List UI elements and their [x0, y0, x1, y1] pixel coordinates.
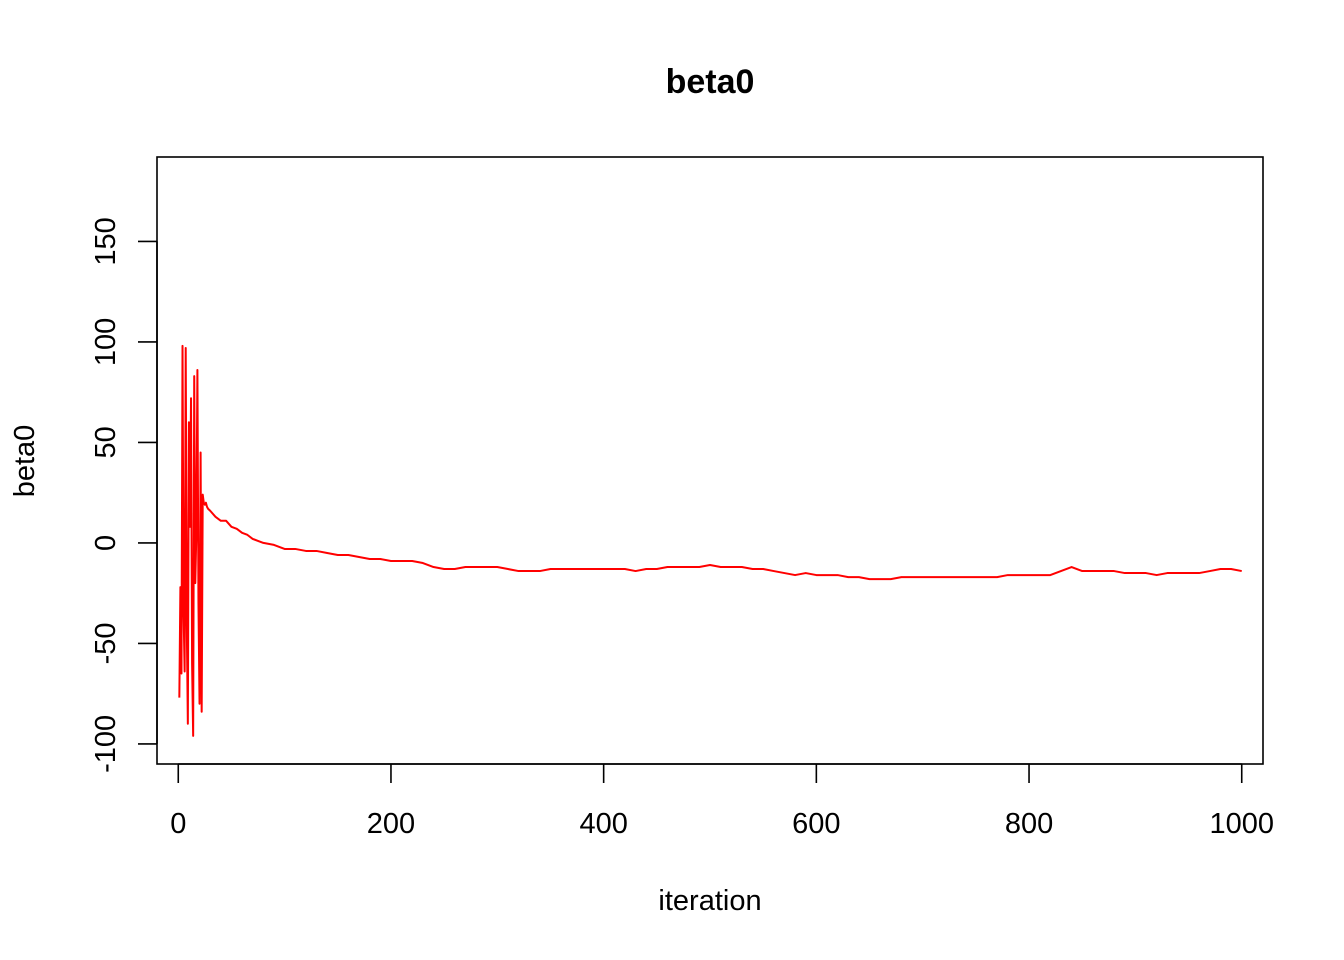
plot-frame [156, 156, 1264, 765]
y-tick-label: 0 [90, 535, 122, 551]
y-tick-label: -50 [90, 622, 122, 664]
x-tick-label: 600 [792, 808, 840, 840]
chart-title: beta0 [666, 63, 755, 101]
series-line-0 [178, 344, 1242, 737]
x-tick-label: 0 [170, 808, 186, 840]
y-tick-label: 150 [90, 217, 122, 265]
x-tick-label: 200 [367, 808, 415, 840]
x-tick-label: 800 [1005, 808, 1053, 840]
y-axis: -100 -50 0 50 100 150 [90, 217, 158, 773]
x-axis: 0 200 400 600 800 1000 [170, 763, 1274, 840]
x-tick-label: 1000 [1209, 808, 1274, 840]
x-tick-label: 400 [579, 808, 627, 840]
y-tick-label: 100 [90, 318, 122, 366]
series-layer [178, 344, 1242, 737]
x-axis-label: iteration [658, 885, 761, 917]
y-tick-label: -100 [90, 715, 122, 773]
y-axis-label: beta0 [9, 425, 41, 498]
y-tick-label: 50 [90, 426, 122, 458]
